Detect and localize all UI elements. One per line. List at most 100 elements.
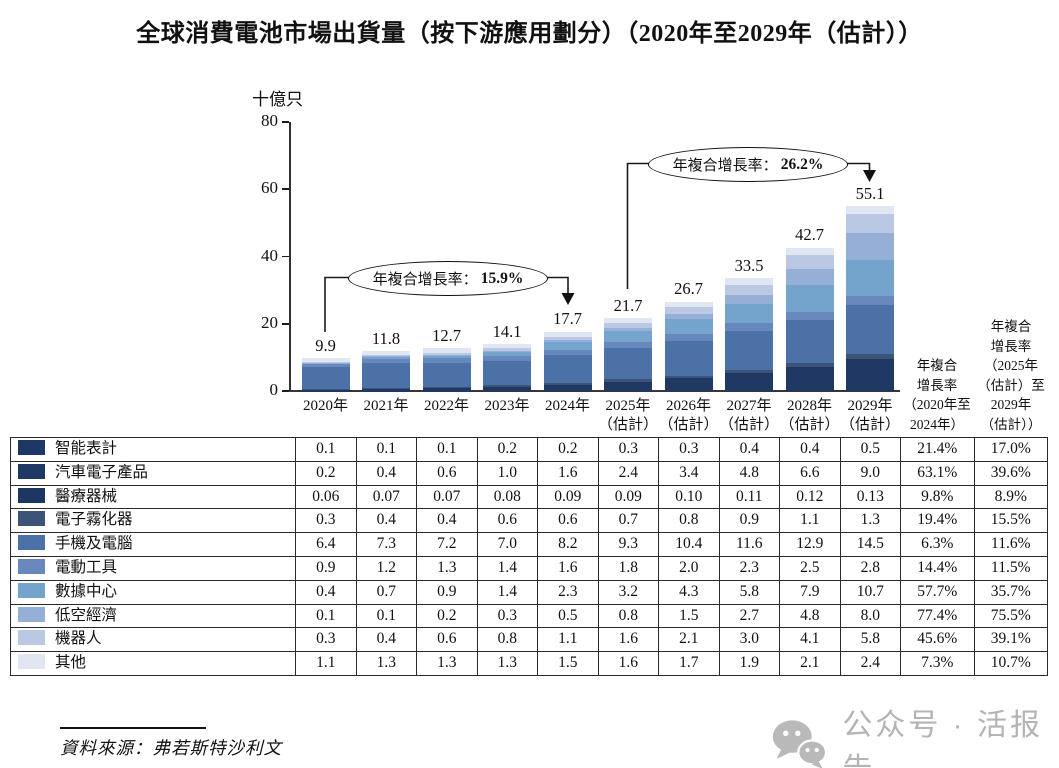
- bar-segment: [422, 387, 471, 389]
- table-row: 汽車電子產品 0.2 0.4 0.6 1.0 1.6 2.4 3.4 4.8 6.6 9.0 63.1…: [10, 460, 1048, 486]
- bar-segment: [725, 284, 773, 295]
- table-cell: 2.7: [718, 603, 780, 629]
- cagr-column2-header-line: （估計）至: [977, 377, 1045, 393]
- legend-label: 手機及電腦: [55, 535, 133, 553]
- table-cell: 0.6: [537, 508, 599, 534]
- bar-segment: [604, 317, 652, 324]
- bar-segment: [422, 358, 471, 363]
- table-cell: 0.07: [416, 484, 478, 510]
- bar-segment: [362, 389, 410, 391]
- legend-name-cell: 機器人: [10, 627, 296, 653]
- bar-segment: [846, 305, 894, 355]
- bar-segment: [785, 389, 834, 391]
- legend-label: 醫療器械: [55, 487, 118, 505]
- table-cell: 0.7: [597, 508, 659, 534]
- y-tick-label: 40: [261, 245, 278, 265]
- table-cell: 1.1: [295, 651, 357, 676]
- table-cell: 0.2: [537, 437, 599, 462]
- table-cell: 1.4: [476, 555, 538, 581]
- cagr-column1-header-line: 2024年）: [910, 416, 964, 432]
- table-cell: 7.2: [416, 532, 478, 557]
- cagr2-value: 26.2%: [780, 155, 824, 173]
- bar-segment: [543, 390, 592, 391]
- cagr2-arrow-icon: [863, 170, 876, 182]
- x-axis-label-line: （估計）: [839, 417, 900, 433]
- table-cell: 0.1: [295, 603, 357, 629]
- table-cell: 0.3: [658, 437, 720, 462]
- table-cell: 1.9: [718, 651, 780, 676]
- table-cell: 1.5: [658, 603, 720, 629]
- legend-name-cell: 低空經濟: [10, 603, 296, 629]
- table-row: 手機及電腦 6.4 7.3 7.2 7.0 8.2 9.3 10.4 11.6 12.9 14.5 6…: [10, 532, 1048, 557]
- x-axis-label: 2026年 （估計）: [656, 397, 722, 435]
- bar-segment: [362, 355, 410, 357]
- table-cell: 0.4: [355, 627, 417, 653]
- bar-segment: [422, 355, 471, 359]
- bar-segment: [422, 388, 471, 391]
- bar-segment: [483, 384, 531, 387]
- table-cell: 7.9: [779, 579, 841, 605]
- bar-segment: [785, 311, 834, 320]
- table-cell: 0.06: [295, 484, 357, 510]
- y-tick-label: 80: [261, 111, 278, 130]
- table-row: 其他 1.1 1.3 1.3 1.3 1.5 1.6 1.7 1.9 2.1 2.4 7.3% 10.7…: [10, 651, 1048, 676]
- table-cell: 0.3: [597, 437, 659, 462]
- table-cell: 0.2: [295, 460, 357, 486]
- bar-segment: [725, 278, 773, 285]
- table-cell: 0.1: [355, 603, 417, 629]
- cagr-column2-header-line: （估計））: [980, 416, 1042, 432]
- bar-total-label: 33.5: [734, 256, 764, 276]
- x-axis-label-line: 2027年: [726, 398, 772, 414]
- bar-segment: [301, 389, 350, 391]
- table-cell: 0.6: [476, 508, 538, 534]
- legend-swatch: [18, 558, 45, 574]
- bar-segment: [664, 301, 713, 308]
- legend-name-cell: 智能表計: [10, 437, 296, 462]
- x-axis-label-line: （估計）: [597, 417, 658, 433]
- bar-segment: [362, 387, 410, 390]
- bar-total-label: 21.7: [613, 296, 643, 316]
- table-cell: 0.9: [718, 508, 780, 534]
- table-cell: 57.7%: [900, 579, 975, 605]
- table-cell: 0.5: [537, 603, 599, 629]
- legend-name-cell: 電子霧化器: [10, 508, 296, 534]
- legend-label: 電子霧化器: [55, 511, 133, 529]
- cagr2-bracket-right: [845, 162, 871, 172]
- table-cell: 39.6%: [973, 460, 1048, 486]
- bar-segment: [543, 336, 592, 341]
- legend-swatch: [18, 582, 45, 598]
- table-cell: 10.7: [839, 579, 901, 605]
- x-axis-label-line: 2029年: [847, 398, 893, 414]
- table-cell: 0.8: [597, 603, 659, 629]
- table-cell: 0.09: [537, 484, 599, 510]
- y-tick-mark: [282, 255, 289, 258]
- x-axis-label: 2021年: [353, 397, 419, 416]
- bar-segment: [483, 351, 531, 357]
- bar-segment: [725, 373, 773, 390]
- table-cell: 77.4%: [900, 603, 975, 629]
- cagr1-bracket-left: [324, 276, 349, 332]
- bar-segment: [362, 359, 410, 364]
- bar-segment: [785, 319, 834, 364]
- bar-segment: [483, 356, 531, 362]
- table-cell: 0.12: [779, 484, 841, 510]
- table-cell: 1.8: [597, 555, 659, 581]
- table-cell: 1.6: [537, 555, 599, 581]
- bar-segment: [543, 331, 592, 337]
- table-cell: 1.3: [355, 651, 417, 676]
- table-cell: 0.8: [658, 508, 720, 534]
- wechat-icon: [772, 720, 828, 768]
- table-cell: 14.4%: [900, 555, 975, 581]
- bar-segment: [725, 331, 773, 371]
- legend-swatch: [18, 630, 45, 646]
- bar-segment: [725, 294, 773, 304]
- legend-name-cell: 醫療器械: [10, 484, 296, 510]
- bar-segment: [664, 389, 713, 391]
- legend-swatch: [18, 487, 45, 503]
- bar-segment: [543, 382, 592, 385]
- table-cell: 14.5: [839, 532, 901, 557]
- cagr1-label: 年複合增長率：: [372, 272, 478, 288]
- table-cell: 6.3%: [900, 532, 975, 557]
- bar-total-label: 17.7: [553, 309, 582, 329]
- table-cell: 0.1: [416, 437, 478, 462]
